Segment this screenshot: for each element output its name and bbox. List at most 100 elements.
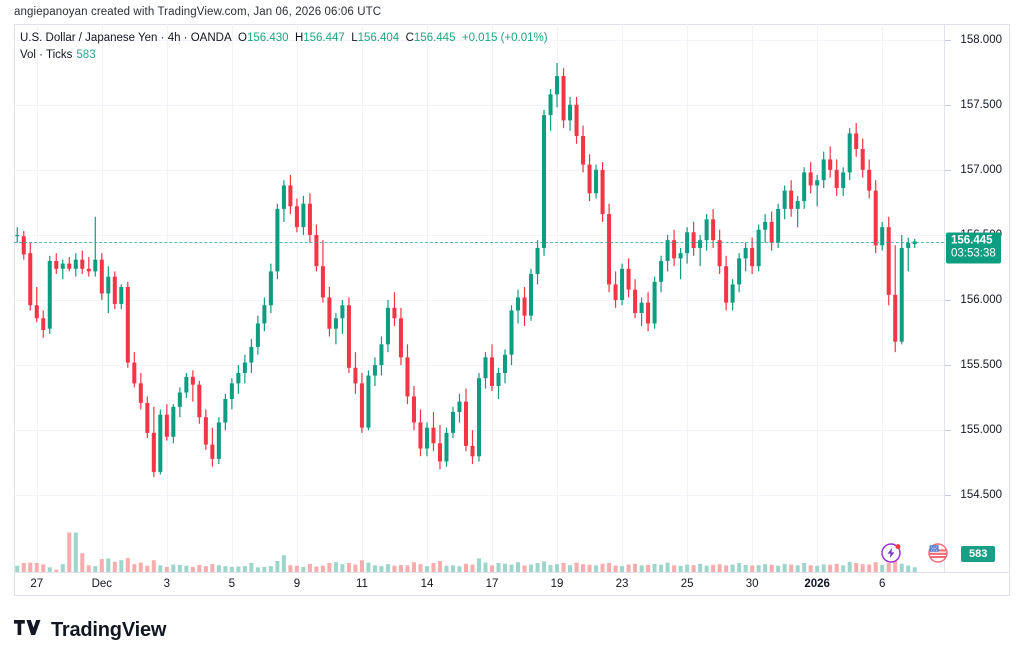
candle-body <box>340 305 345 319</box>
candle-wick <box>907 237 909 272</box>
volume-bar <box>444 565 449 572</box>
candle-body <box>457 401 462 413</box>
candle-body <box>366 375 371 428</box>
candle-body <box>158 414 163 472</box>
candle-body <box>418 422 423 449</box>
grid-line-vertical <box>297 24 298 572</box>
volume-bar <box>392 565 397 572</box>
candle-body <box>698 240 703 248</box>
volume-bar <box>164 566 169 572</box>
grid-line-horizontal <box>14 300 944 302</box>
candle-body <box>145 402 150 433</box>
time-axis-label: 17 <box>485 578 499 590</box>
volume-bar <box>236 566 241 572</box>
price-axis-label: 158.000 <box>960 33 1002 46</box>
volume-bar <box>353 564 358 572</box>
candle-body <box>828 159 833 170</box>
volume-bar <box>691 565 696 572</box>
volume-bar <box>795 565 800 572</box>
candle-body <box>67 263 72 269</box>
candle-body <box>203 417 208 445</box>
time-axis-label: 2026 <box>804 578 830 590</box>
candle-body <box>782 190 787 209</box>
volume-bar <box>776 565 781 572</box>
volume-bar <box>743 564 748 572</box>
candle-body <box>294 206 299 228</box>
time-axis[interactable]: 27 Dec 3 5 9 11 14 17 19 23 25 30 2026 6 <box>14 572 1010 596</box>
candle-wick <box>192 370 194 402</box>
volume-bar <box>132 564 137 572</box>
candle-body <box>763 221 768 230</box>
tradingview-logo: TradingView <box>14 618 166 642</box>
candle-body <box>177 392 182 407</box>
volume-bar <box>171 564 176 572</box>
candle-body <box>704 219 709 241</box>
volume-bar <box>359 560 364 572</box>
volume-bar <box>548 564 553 572</box>
candle-body <box>815 180 820 186</box>
volume-bar <box>815 565 820 572</box>
volume-bar <box>841 565 846 572</box>
candle-body <box>776 208 781 243</box>
volume-bar <box>320 565 325 572</box>
volume-bar <box>860 564 865 572</box>
volume-bar <box>574 562 579 572</box>
price-axis-label: 155.500 <box>960 359 1002 372</box>
candle-body <box>646 302 651 324</box>
volume-bar <box>529 564 534 572</box>
candle-body <box>509 310 514 355</box>
candle-body <box>21 236 26 255</box>
candle-body <box>249 346 254 363</box>
candle-body <box>346 305 351 368</box>
volume-bar <box>294 565 299 572</box>
tradingview-mark-icon <box>14 618 44 642</box>
candle-body <box>242 362 247 373</box>
candle-body <box>34 305 39 319</box>
candle-body <box>555 76 560 95</box>
volume-bar <box>782 563 787 572</box>
volume-bar <box>594 565 599 572</box>
grid-line-horizontal <box>14 39 944 41</box>
volume-bar <box>665 562 670 572</box>
volume-bar <box>906 565 911 572</box>
candle-body <box>229 383 234 399</box>
price-axis-label: 157.500 <box>960 98 1002 111</box>
price-axis[interactable]: 158.000157.500157.000156.500156.000155.5… <box>944 24 1010 572</box>
price-axis-tick <box>945 300 951 302</box>
candle-body <box>41 318 46 330</box>
candle-body <box>769 221 774 243</box>
candle-body <box>379 344 384 366</box>
candle-body <box>190 376 195 385</box>
candle-body <box>372 365 377 376</box>
candle-body <box>535 247 540 274</box>
time-axis-label: 5 <box>228 578 236 590</box>
current-price-badge: 156.445 03:53:38 <box>946 232 1001 264</box>
volume-bar <box>307 563 312 572</box>
candle-body <box>678 253 683 259</box>
volume-bar <box>463 563 469 572</box>
candle-body <box>327 297 332 329</box>
candle-body <box>444 432 449 462</box>
volume-bar <box>229 566 234 572</box>
volume-bar <box>717 564 722 572</box>
volume-bar <box>711 564 716 572</box>
time-axis-label: 19 <box>550 578 564 590</box>
candle-body <box>333 318 338 329</box>
chart-plot-area[interactable] <box>14 24 944 572</box>
time-axis-label: 3 <box>163 578 171 590</box>
volume-bar <box>847 561 852 572</box>
candle-body <box>106 276 111 294</box>
candle-body <box>802 172 807 202</box>
candle-body <box>398 318 403 358</box>
candle-body <box>730 284 735 303</box>
volume-bar <box>398 564 403 572</box>
grid-line-vertical <box>752 24 753 572</box>
volume-bar <box>555 564 560 572</box>
candle-body <box>886 227 891 295</box>
grid-line-vertical <box>167 24 168 572</box>
lightning-bolt-icon[interactable] <box>880 542 902 564</box>
volume-badge: 583 <box>961 546 996 562</box>
candle-body <box>476 378 482 457</box>
us-flag-icon[interactable] <box>927 542 949 564</box>
candle-body <box>756 229 761 267</box>
